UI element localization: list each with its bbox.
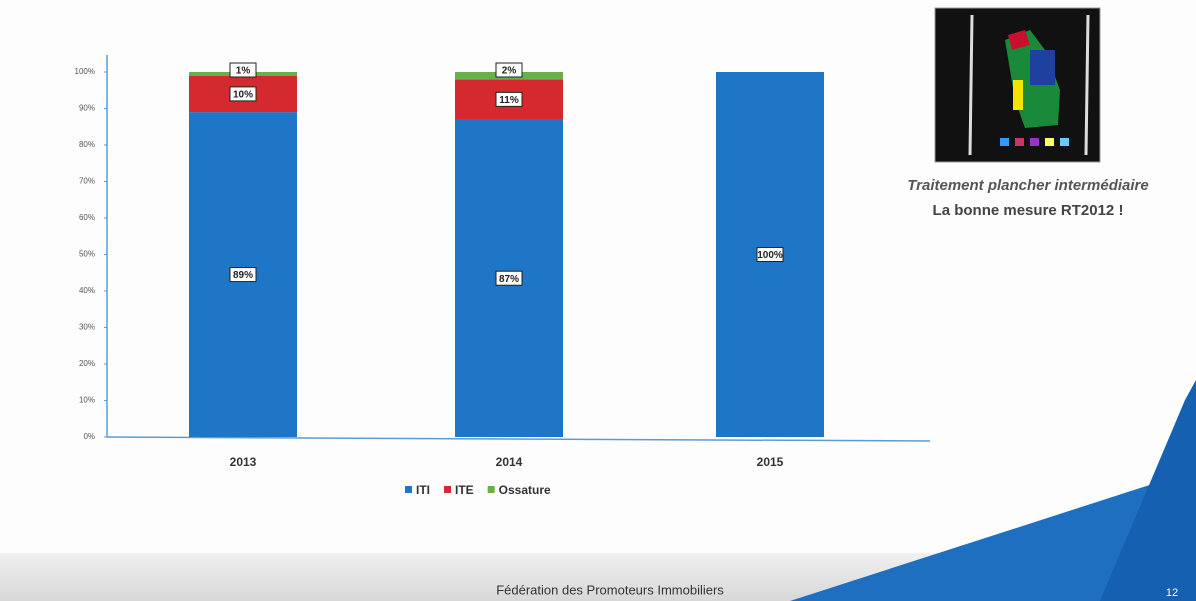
label-box [229,267,257,283]
y-tick-label: 20% [79,359,95,368]
y-tick-label: 60% [79,213,95,222]
y-tick-label: 90% [79,104,95,113]
caption: Traitement plancher intermédiaire [907,177,1148,194]
data-label: 87% [499,274,519,285]
legend-swatch [405,486,412,493]
y-tick-label: 30% [79,323,95,332]
legend-label: ITE [455,483,474,497]
y-tick-label: 70% [79,177,95,186]
data-label: 11% [499,95,519,106]
label-box [495,91,523,107]
page-number: 12 [1166,587,1178,599]
legend-label: Ossature [499,483,551,497]
y-tick-label: 40% [79,286,95,295]
footer-text: Fédération des Promoteurs Immobiliers [496,582,724,597]
data-label: 10% [233,90,253,101]
x-tick-label: 2014 [496,455,523,469]
data-label: 89% [233,270,253,281]
data-label: 1% [236,66,251,77]
legend-swatch [487,486,495,493]
y-tick-label: 50% [79,250,95,259]
x-tick-label: 2013 [230,455,257,469]
photo [934,7,1101,163]
label-box [756,247,784,262]
y-tick-label: 10% [79,396,95,405]
decor-shape [1100,380,1196,601]
data-label: 2% [502,66,517,77]
caption: La bonne mesure RT2012 ! [933,202,1124,219]
x-tick-label: 2015 [757,455,784,469]
y-tick-label: 100% [75,67,95,76]
label-box [495,270,523,286]
label-box [229,62,257,78]
label-box [495,62,523,78]
y-tick-label: 0% [83,432,95,441]
decor-shape [790,470,1196,601]
data-label: 100% [757,250,783,261]
legend-swatch [444,486,451,493]
label-box [229,86,257,102]
legend-label: ITI [416,483,430,497]
y-tick-label: 80% [79,140,95,149]
x-axis [106,436,931,442]
